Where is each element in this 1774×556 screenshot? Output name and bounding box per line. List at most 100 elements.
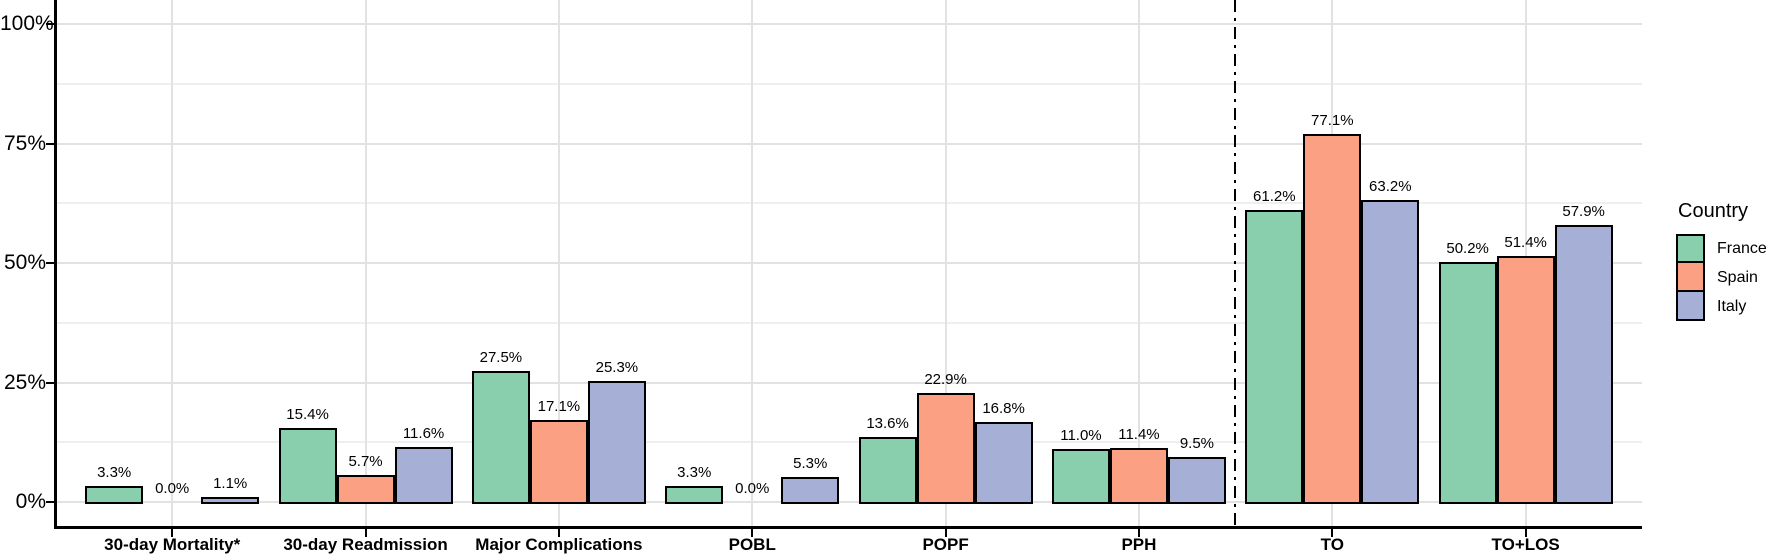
y-tick [46, 23, 54, 26]
legend-key-swatch [1676, 261, 1705, 292]
bar-value-label: 27.5% [479, 349, 523, 366]
gridline-vertical [1137, 0, 1140, 526]
bar-value-label: 0.0% [735, 480, 770, 497]
bar-value-label: 17.1% [537, 398, 581, 415]
legend-key-swatch [1676, 290, 1705, 321]
bar [781, 477, 840, 504]
bar [85, 486, 144, 504]
bar [394, 447, 453, 504]
bar [1303, 134, 1362, 504]
gridline-minor [56, 202, 1642, 205]
y-tick-label: 100% [0, 12, 54, 36]
bar-value-label: 11.6% [402, 425, 445, 442]
gridline-major [56, 262, 1642, 265]
y-tick [46, 262, 54, 265]
gridline-vertical [364, 0, 367, 526]
bar-value-label: 22.9% [924, 371, 967, 388]
x-category-label: POBL [728, 535, 776, 554]
x-tick [751, 529, 754, 537]
bar-value-label: 61.2% [1253, 188, 1296, 205]
legend-title: Country [1678, 200, 1749, 222]
gridline-minor [56, 82, 1642, 85]
legend-key-label: Italy [1717, 297, 1747, 315]
legend: Country France Spain Italy [1676, 200, 1767, 321]
bar [974, 422, 1033, 504]
bar-value-label: 5.3% [793, 455, 828, 472]
bar-value-label: 1.1% [213, 475, 248, 492]
bar [278, 428, 337, 504]
bar [471, 371, 530, 504]
gridline-major [56, 23, 1642, 26]
bar-value-label: 15.4% [286, 406, 329, 423]
bar [1109, 448, 1168, 504]
bar-value-label: 5.7% [348, 453, 383, 470]
x-axis-line [54, 526, 1642, 529]
gridline-vertical [751, 0, 754, 526]
bar-value-label: 11.4% [1118, 426, 1160, 443]
bar-value-label: 63.2% [1369, 178, 1412, 195]
x-category-label: PPH [1121, 535, 1157, 554]
gridline-major [56, 501, 1642, 503]
y-tick [46, 142, 54, 145]
gridline-major [56, 381, 1642, 384]
bar [1361, 200, 1420, 504]
y-tick-label: 0% [15, 490, 46, 513]
bar-value-label: 0.0% [155, 480, 190, 497]
y-tick-label: 50% [3, 251, 46, 275]
x-category-label: TO [1320, 535, 1344, 554]
bar [587, 381, 646, 504]
bar [916, 393, 975, 504]
bar-value-label: 77.1% [1311, 112, 1354, 129]
bar [858, 437, 917, 504]
bar [201, 497, 260, 504]
bar-value-label: 13.6% [866, 415, 909, 432]
gridline-major [56, 142, 1642, 145]
gridline-minor [56, 441, 1642, 444]
x-tick [944, 529, 947, 537]
gridline-vertical [557, 0, 560, 526]
y-tick-label: 75% [3, 131, 46, 155]
separator-line [1234, 0, 1236, 526]
x-tick [1331, 529, 1334, 537]
bar-value-label: 9.5% [1179, 435, 1215, 452]
gridline-minor [56, 321, 1642, 324]
bar-value-label: 51.4% [1504, 234, 1547, 251]
bar [529, 420, 588, 504]
legend-key-label: Spain [1717, 268, 1758, 286]
bar [1496, 256, 1555, 504]
bar-value-label: 3.3% [677, 464, 712, 481]
bar-value-label: 57.9% [1562, 203, 1605, 220]
y-tick [46, 501, 54, 503]
legend-key-label: France [1717, 239, 1767, 257]
bar-value-label: 3.3% [97, 464, 132, 481]
gridline-vertical [171, 0, 174, 526]
bar [665, 486, 724, 504]
bar [1438, 262, 1497, 504]
x-category-label: 30-day Readmission [283, 535, 448, 554]
legend-keys: France Spain Italy [1676, 234, 1767, 321]
x-tick [1137, 529, 1140, 537]
bar [1245, 210, 1304, 504]
bar-value-label: 16.8% [982, 400, 1025, 417]
legend-key: Italy [1676, 290, 1748, 321]
gridline-vertical [944, 0, 947, 526]
x-tick [364, 529, 367, 537]
x-category-label: 30-day Mortality* [104, 535, 241, 554]
y-tick [46, 381, 54, 384]
legend-key: Spain [1676, 261, 1758, 292]
bar [1167, 457, 1226, 504]
bar [1554, 225, 1613, 504]
x-category-label: POPF [922, 535, 969, 554]
bar-value-label: 25.3% [595, 359, 639, 376]
bar [336, 475, 395, 504]
bar-value-label: 11.0% [1060, 427, 1102, 444]
y-tick-label: 25% [3, 370, 46, 394]
legend-key: France [1676, 234, 1767, 263]
x-tick [557, 529, 560, 537]
x-tick [1524, 529, 1527, 537]
x-category-label: TO+LOS [1491, 535, 1560, 554]
x-category-label: Major Complications [475, 535, 643, 554]
bar [1051, 449, 1110, 504]
legend-key-swatch [1676, 234, 1705, 263]
